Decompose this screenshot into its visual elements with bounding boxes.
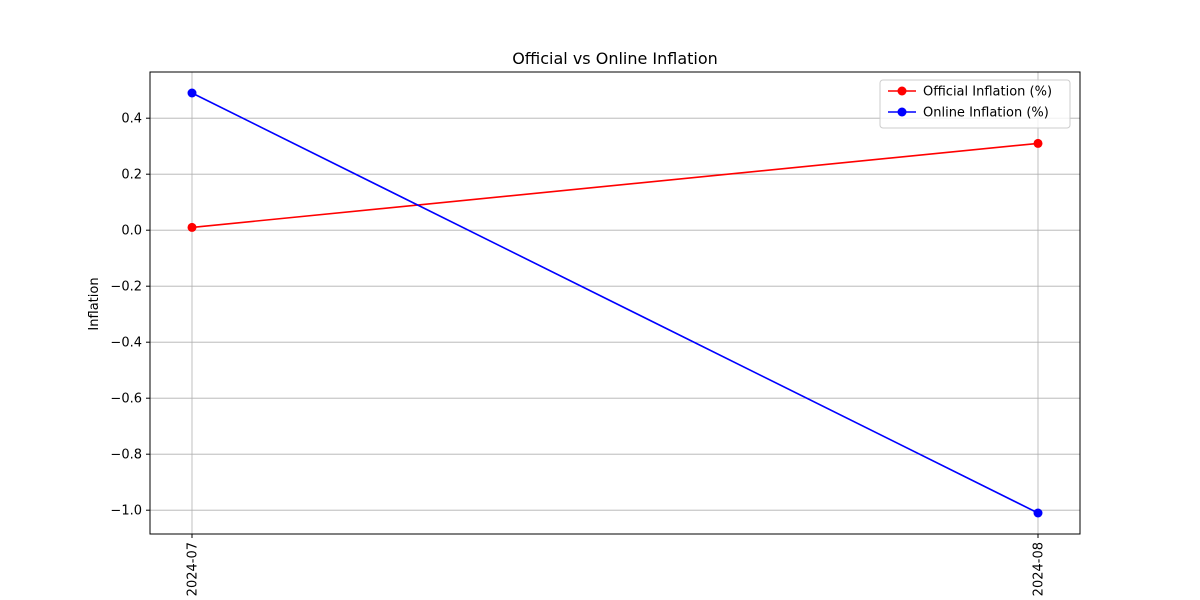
y-tick-label: −1.0 — [110, 504, 142, 519]
legend-box — [879, 79, 1071, 129]
series-line — [191, 92, 1039, 514]
axes-frame — [149, 71, 1081, 535]
y-tick-label: −0.2 — [110, 280, 142, 295]
legend-marker — [897, 86, 907, 96]
data-point — [1033, 508, 1043, 518]
y-tick-label: 0.2 — [121, 168, 142, 183]
x-ticks: 2024-07 2024-08 — [186, 534, 1047, 596]
y-tick-label: −0.8 — [110, 448, 142, 463]
data-point — [187, 222, 197, 232]
legend: Official Inflation (%) Online Inflation (… — [879, 79, 1071, 129]
data-point — [1033, 138, 1043, 148]
x-tick-label: 2024-07 — [186, 542, 201, 596]
gridlines — [150, 72, 1080, 534]
legend-label: Online Inflation (%) — [923, 106, 1049, 121]
y-tick-label: −0.4 — [110, 336, 142, 351]
y-ticks: −1.0 −0.8 −0.6 −0.4 −0.2 0.0 0.2 0.4 — [110, 112, 150, 519]
y-axis-label: Inflation — [87, 277, 102, 330]
legend-label: Official Inflation (%) — [923, 85, 1052, 100]
chart-title: Official vs Online Inflation — [512, 49, 718, 68]
y-tick-label: 0.0 — [121, 224, 142, 239]
data-point — [187, 88, 197, 98]
legend-marker — [897, 107, 907, 117]
y-tick-label: 0.4 — [121, 112, 142, 127]
series-line — [191, 142, 1039, 229]
series-layer — [187, 88, 1043, 518]
x-tick-label: 2024-08 — [1032, 542, 1047, 596]
y-tick-label: −0.6 — [110, 392, 142, 407]
